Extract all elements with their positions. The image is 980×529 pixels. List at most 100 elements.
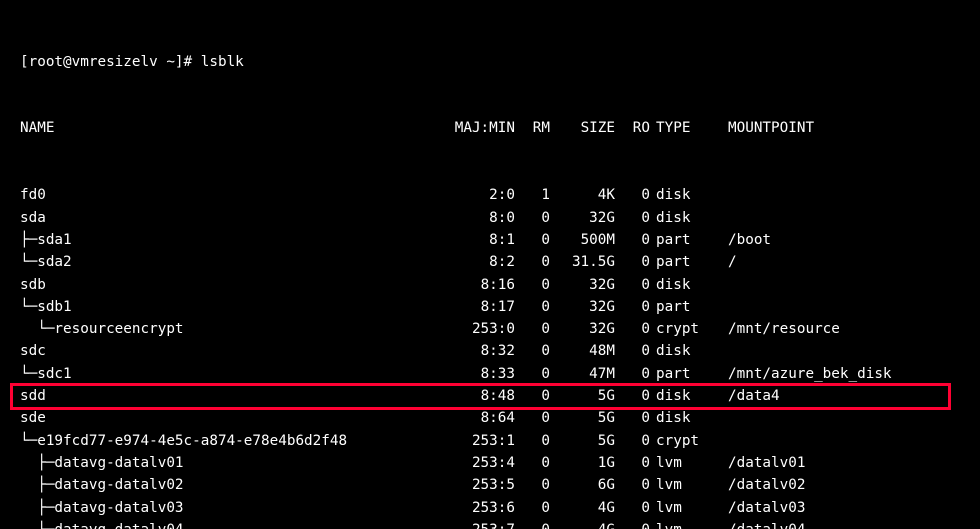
cell-type: disk (650, 407, 714, 429)
cell-majmin: 253:4 (440, 452, 515, 474)
cell-rm: 0 (515, 229, 550, 251)
header-name: NAME (20, 117, 440, 139)
cell-name: ├─datavg-datalv01 (20, 452, 440, 474)
cell-type: lvm (650, 497, 714, 519)
cell-majmin: 8:48 (440, 385, 515, 407)
lsblk-header: NAMEMAJ:MINRMSIZEROTYPEMOUNTPOINT (0, 117, 980, 139)
table-row: sda8:0032G0disk (0, 207, 980, 229)
cell-rm: 0 (515, 474, 550, 496)
table-row: └─resourceencrypt253:0032G0crypt/mnt/res… (0, 318, 980, 340)
cell-mount: /datalv03 (714, 497, 805, 519)
table-row: ├─datavg-datalv01253:401G0lvm/datalv01 (0, 452, 980, 474)
cell-name: sda (20, 207, 440, 229)
cell-rm: 0 (515, 340, 550, 362)
cell-rm: 1 (515, 184, 550, 206)
cell-size: 1G (550, 452, 615, 474)
table-row: fd02:014K0disk (0, 184, 980, 206)
cell-mount (714, 407, 728, 429)
table-row: sdd8:4805G0disk/data4 (0, 385, 980, 407)
cell-size: 6G (550, 474, 615, 496)
cell-size: 32G (550, 318, 615, 340)
cell-rm: 0 (515, 430, 550, 452)
cell-majmin: 8:32 (440, 340, 515, 362)
cell-name: ├─datavg-datalv03 (20, 497, 440, 519)
cell-ro: 0 (615, 519, 650, 529)
cell-mount (714, 340, 728, 362)
cell-mount: /datalv04 (714, 519, 805, 529)
table-row: └─datavg-datalv04253:704G0lvm/datalv04 (0, 519, 980, 529)
table-row: sde8:6405G0disk (0, 407, 980, 429)
cell-ro: 0 (615, 497, 650, 519)
cell-name: ├─datavg-datalv02 (20, 474, 440, 496)
cell-majmin: 253:1 (440, 430, 515, 452)
cell-rm: 0 (515, 363, 550, 385)
header-rm: RM (515, 117, 550, 139)
cell-mount: /mnt/resource (714, 318, 840, 340)
cell-type: part (650, 363, 714, 385)
cell-majmin: 253:7 (440, 519, 515, 529)
cell-rm: 0 (515, 296, 550, 318)
cell-mount (714, 184, 728, 206)
cell-name: sdb (20, 274, 440, 296)
cell-mount: /datalv01 (714, 452, 805, 474)
cell-mount (714, 274, 728, 296)
cell-size: 31.5G (550, 251, 615, 273)
cell-type: crypt (650, 430, 714, 452)
cell-ro: 0 (615, 340, 650, 362)
cell-ro: 0 (615, 184, 650, 206)
cell-type: part (650, 229, 714, 251)
cell-mount: /mnt/azure_bek_disk (714, 363, 892, 385)
cell-mount: /datalv02 (714, 474, 805, 496)
cell-type: part (650, 296, 714, 318)
cell-mount: / (714, 251, 737, 273)
cell-ro: 0 (615, 363, 650, 385)
cell-ro: 0 (615, 207, 650, 229)
cell-rm: 0 (515, 251, 550, 273)
cell-rm: 0 (515, 497, 550, 519)
cell-name: fd0 (20, 184, 440, 206)
cell-type: disk (650, 274, 714, 296)
cell-mount (714, 296, 728, 318)
table-row: └─sdb18:17032G0part (0, 296, 980, 318)
table-row: sdb8:16032G0disk (0, 274, 980, 296)
cell-majmin: 8:1 (440, 229, 515, 251)
cell-name: sde (20, 407, 440, 429)
cell-majmin: 8:0 (440, 207, 515, 229)
header-size: SIZE (550, 117, 615, 139)
cell-ro: 0 (615, 296, 650, 318)
cell-type: disk (650, 207, 714, 229)
cell-type: part (650, 251, 714, 273)
cell-rm: 0 (515, 407, 550, 429)
cell-ro: 0 (615, 385, 650, 407)
cell-type: crypt (650, 318, 714, 340)
cell-rm: 0 (515, 274, 550, 296)
command-prompt: [root@vmresizelv ~]# lsblk (0, 51, 980, 73)
cell-ro: 0 (615, 229, 650, 251)
cell-type: lvm (650, 474, 714, 496)
table-row: └─sdc18:33047M0part/mnt/azure_bek_disk (0, 363, 980, 385)
cell-size: 48M (550, 340, 615, 362)
cell-type: disk (650, 184, 714, 206)
cell-majmin: 8:64 (440, 407, 515, 429)
cell-majmin: 8:2 (440, 251, 515, 273)
cell-mount: /boot (714, 229, 771, 251)
cell-size: 4G (550, 519, 615, 529)
lsblk-rows: fd02:014K0disksda8:0032G0disk├─sda18:105… (0, 184, 980, 529)
cell-name: └─resourceencrypt (20, 318, 440, 340)
cell-rm: 0 (515, 452, 550, 474)
table-row: sdc8:32048M0disk (0, 340, 980, 362)
cell-name: └─datavg-datalv04 (20, 519, 440, 529)
cell-majmin: 2:0 (440, 184, 515, 206)
cell-size: 32G (550, 296, 615, 318)
cell-name: └─e19fcd77-e974-4e5c-a874-e78e4b6d2f48 (20, 430, 440, 452)
cell-rm: 0 (515, 519, 550, 529)
cell-name: └─sdc1 (20, 363, 440, 385)
cell-mount: /data4 (714, 385, 780, 407)
cell-rm: 0 (515, 385, 550, 407)
cell-rm: 0 (515, 318, 550, 340)
cell-type: lvm (650, 519, 714, 529)
cell-majmin: 253:0 (440, 318, 515, 340)
cell-ro: 0 (615, 430, 650, 452)
cell-type: disk (650, 385, 714, 407)
table-row: ├─datavg-datalv02253:506G0lvm/datalv02 (0, 474, 980, 496)
